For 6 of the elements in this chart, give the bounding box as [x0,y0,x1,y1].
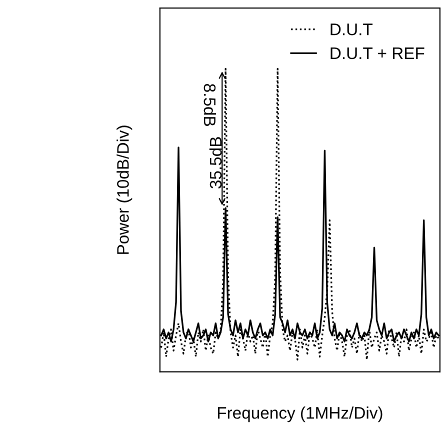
x-axis-title: Frequency (1MHz/Div) [218,406,382,422]
legend-label: D.U.T [330,24,373,36]
y-axis-title: Power (10dB/Div) [116,126,132,254]
annotation: 35.5dB [209,137,222,188]
legend-label: D.U.T + REF [330,48,424,60]
annotation: 8.5dB [204,84,216,126]
